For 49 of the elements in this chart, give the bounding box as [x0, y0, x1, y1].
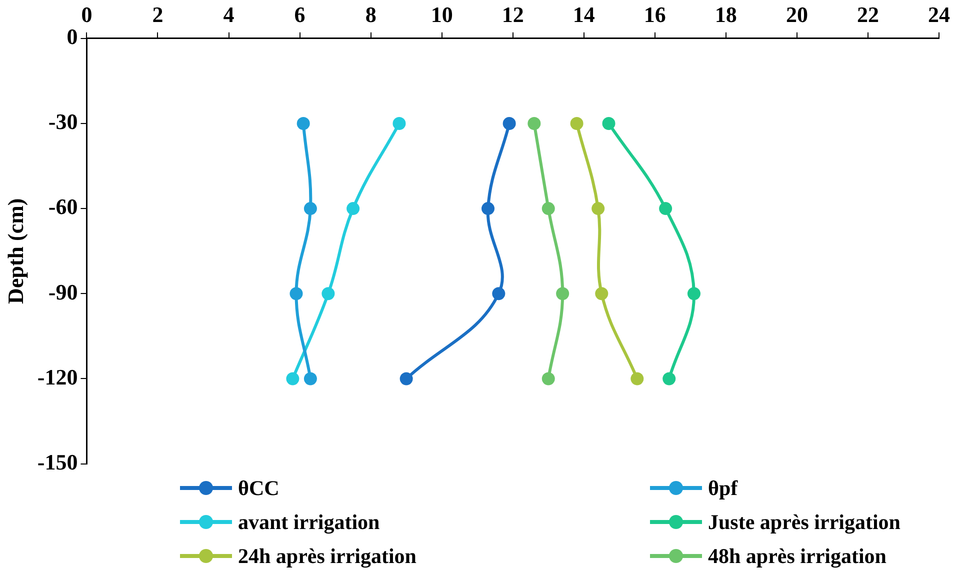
point [492, 287, 506, 300]
legend-label: Juste après irrigation [708, 510, 900, 534]
point [556, 287, 570, 300]
y-tick-label: 0 [66, 24, 78, 50]
point [602, 116, 616, 130]
point [304, 202, 317, 216]
y-tick-label: -60 [48, 194, 78, 220]
point [400, 372, 413, 386]
point [482, 202, 495, 216]
x-tick-label: 12 [502, 2, 524, 27]
point [290, 287, 303, 300]
x-tick-label: 18 [714, 2, 737, 27]
point [392, 116, 406, 130]
x-tick-label: 20 [786, 2, 808, 27]
legend-label: 24h après irrigation [238, 544, 416, 568]
legend-label: avant irrigation [238, 510, 380, 534]
point [502, 116, 516, 130]
x-tick-label: 6 [294, 2, 306, 27]
point [542, 372, 555, 386]
legend-label: 48h après irrigation [708, 544, 886, 568]
point [304, 372, 317, 386]
y-tick-label: -150 [37, 449, 78, 474]
x-tick-label: 2 [152, 2, 164, 27]
point [630, 372, 644, 386]
point [662, 372, 676, 386]
x-tick-label: 14 [572, 2, 595, 27]
x-tick-label: 16 [644, 2, 666, 27]
legend-label: θCC [238, 476, 280, 500]
x-tick-label: 22 [856, 2, 879, 27]
point [659, 202, 672, 216]
point [592, 202, 605, 216]
point [687, 287, 700, 300]
y-tick-label: -120 [37, 364, 78, 390]
point [296, 116, 310, 130]
y-tick-label: -30 [48, 109, 78, 134]
x-tick-label: 4 [223, 2, 234, 27]
point [286, 372, 300, 386]
point [322, 287, 335, 300]
x-tick-label: 24 [928, 2, 950, 27]
legend-label: θpf [708, 476, 738, 500]
point [346, 202, 360, 216]
y-axis-title: Depth (cm) [2, 198, 28, 304]
y-tick-label: -90 [48, 279, 78, 304]
point [542, 202, 555, 216]
x-tick-label: 10 [430, 2, 453, 27]
x-tick-label: 8 [365, 2, 376, 27]
point [528, 116, 541, 130]
point [595, 287, 608, 300]
point [570, 116, 584, 130]
